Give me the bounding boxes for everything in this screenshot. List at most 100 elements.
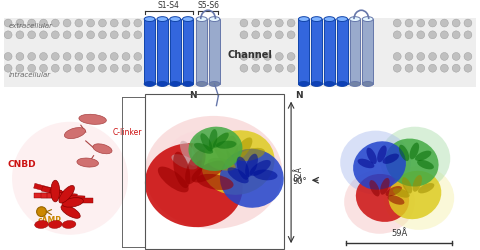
Bar — [337, 20, 348, 84]
Ellipse shape — [417, 160, 434, 170]
Circle shape — [429, 65, 436, 73]
Ellipse shape — [366, 148, 377, 164]
Circle shape — [405, 20, 413, 28]
Text: Channel: Channel — [228, 50, 272, 60]
Circle shape — [98, 20, 107, 28]
Ellipse shape — [384, 166, 454, 230]
Bar — [299, 20, 309, 84]
Ellipse shape — [362, 82, 373, 87]
Circle shape — [4, 65, 12, 73]
Bar — [42, 186, 62, 195]
Bar — [57, 192, 77, 199]
Bar — [4, 19, 476, 87]
Circle shape — [16, 20, 24, 28]
Bar — [311, 20, 322, 84]
Ellipse shape — [402, 178, 412, 194]
Circle shape — [4, 32, 12, 40]
Ellipse shape — [144, 18, 155, 22]
Bar — [324, 20, 335, 84]
Ellipse shape — [415, 151, 432, 161]
Ellipse shape — [299, 18, 309, 22]
Circle shape — [110, 65, 118, 73]
Circle shape — [252, 53, 260, 61]
Circle shape — [51, 20, 59, 28]
Ellipse shape — [380, 178, 390, 195]
Circle shape — [405, 65, 413, 73]
Circle shape — [429, 20, 436, 28]
Circle shape — [393, 65, 401, 73]
Circle shape — [75, 20, 83, 28]
Ellipse shape — [208, 158, 236, 171]
Text: extracellular: extracellular — [9, 23, 53, 29]
Circle shape — [441, 65, 448, 73]
Circle shape — [28, 65, 36, 73]
Ellipse shape — [227, 136, 238, 164]
Ellipse shape — [144, 82, 155, 87]
Ellipse shape — [197, 140, 219, 161]
Circle shape — [28, 32, 36, 40]
Circle shape — [28, 53, 36, 61]
Circle shape — [393, 53, 401, 61]
Text: 52Å: 52Å — [294, 165, 303, 180]
Circle shape — [417, 65, 425, 73]
Ellipse shape — [164, 131, 238, 195]
Circle shape — [441, 53, 448, 61]
Circle shape — [464, 32, 472, 40]
Bar — [144, 94, 284, 249]
Circle shape — [51, 53, 59, 61]
Circle shape — [287, 32, 295, 40]
Bar — [34, 193, 48, 198]
Ellipse shape — [170, 82, 180, 87]
Ellipse shape — [380, 127, 450, 191]
Ellipse shape — [194, 143, 213, 154]
Ellipse shape — [35, 220, 48, 228]
Circle shape — [240, 53, 248, 61]
Ellipse shape — [202, 131, 275, 195]
Circle shape — [98, 53, 107, 61]
Ellipse shape — [185, 150, 205, 184]
Circle shape — [452, 65, 460, 73]
Circle shape — [287, 53, 295, 61]
Ellipse shape — [324, 82, 335, 87]
Ellipse shape — [209, 18, 220, 22]
Text: N: N — [189, 90, 197, 100]
Ellipse shape — [196, 82, 207, 87]
Bar — [49, 190, 70, 197]
Ellipse shape — [311, 82, 322, 87]
Circle shape — [276, 53, 283, 61]
Ellipse shape — [209, 82, 220, 87]
Ellipse shape — [233, 138, 252, 161]
Ellipse shape — [171, 154, 198, 170]
Ellipse shape — [144, 116, 282, 229]
Ellipse shape — [370, 180, 380, 197]
Ellipse shape — [180, 141, 197, 166]
Ellipse shape — [412, 175, 422, 192]
Bar — [34, 184, 54, 194]
Circle shape — [134, 53, 142, 61]
Ellipse shape — [61, 205, 80, 218]
Text: N: N — [295, 90, 303, 100]
Circle shape — [240, 32, 248, 40]
Ellipse shape — [358, 159, 374, 168]
Text: 90°: 90° — [292, 176, 307, 185]
Circle shape — [39, 65, 48, 73]
Circle shape — [39, 20, 48, 28]
Circle shape — [452, 53, 460, 61]
Text: 59Å: 59Å — [391, 228, 408, 237]
Ellipse shape — [197, 174, 234, 190]
Ellipse shape — [393, 188, 410, 198]
Ellipse shape — [409, 143, 419, 160]
Ellipse shape — [253, 170, 277, 180]
Circle shape — [87, 65, 95, 73]
Circle shape — [28, 20, 36, 28]
Circle shape — [264, 53, 272, 61]
Ellipse shape — [213, 133, 229, 148]
Ellipse shape — [337, 82, 348, 87]
Circle shape — [264, 32, 272, 40]
Circle shape — [87, 20, 95, 28]
Ellipse shape — [12, 122, 128, 235]
Circle shape — [16, 32, 24, 40]
Bar — [362, 20, 373, 84]
Circle shape — [16, 53, 24, 61]
Circle shape — [4, 53, 12, 61]
